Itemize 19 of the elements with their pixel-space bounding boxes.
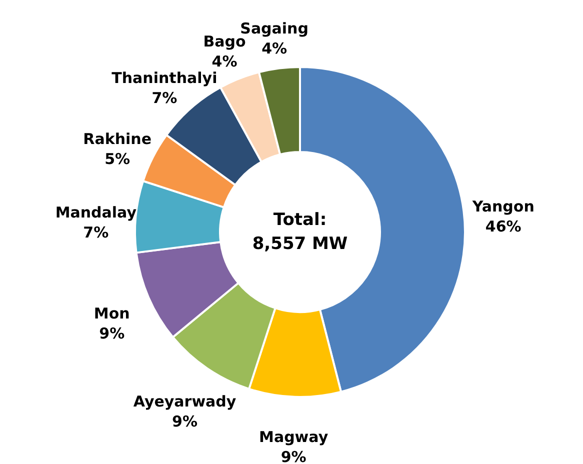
data-label: 9% <box>172 412 198 431</box>
data-label: 4% <box>262 40 288 58</box>
text: 8,557 MW <box>252 234 348 254</box>
data-label: 7% <box>152 89 178 108</box>
slice-label: Magway <box>259 428 328 446</box>
data-label: 7% <box>83 224 109 242</box>
data-label: 46% <box>485 217 522 236</box>
slice-label: Rakhine <box>83 130 152 148</box>
slice-label: Mandalay <box>55 204 137 222</box>
slice-label: Mon <box>94 304 130 322</box>
slice-label: Thaninthalyi <box>112 69 218 88</box>
slice-label: Sagaing <box>240 20 308 38</box>
data-label: 4% <box>212 52 238 70</box>
data-label: 9% <box>99 324 125 342</box>
data-label: 5% <box>104 150 130 168</box>
text: Total: <box>273 210 327 230</box>
slice-label: Yangon <box>471 197 534 216</box>
data-label: 9% <box>280 448 306 464</box>
slice-label: Ayeyarwady <box>133 392 236 411</box>
